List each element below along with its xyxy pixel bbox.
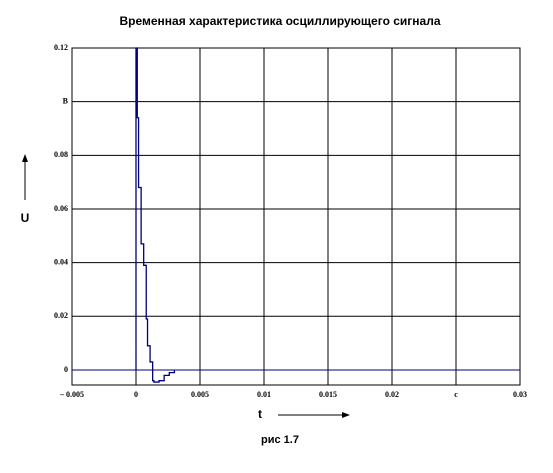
x-tick-label: 0 bbox=[134, 390, 138, 399]
y-tick-label: 0 bbox=[64, 365, 68, 374]
x-tick-label: 0.015 bbox=[319, 390, 337, 399]
signal-line bbox=[135, 47, 176, 383]
x-tick-label: – 0.005 bbox=[59, 390, 84, 399]
y-arrowhead bbox=[22, 154, 28, 162]
plot-border bbox=[71, 47, 521, 386]
y-tick-label: 0.02 bbox=[54, 311, 68, 320]
x-tick-label: c bbox=[454, 390, 458, 399]
y-tick-label: 0.06 bbox=[54, 204, 68, 213]
x-tick-label: 0.02 bbox=[385, 390, 399, 399]
y-axis-label: U bbox=[21, 211, 30, 225]
x-tick-label: 0.01 bbox=[257, 390, 271, 399]
x-tick-label: 0.005 bbox=[191, 390, 209, 399]
x-tick-label: 0.03 bbox=[513, 390, 527, 399]
y-tick-label: B bbox=[63, 96, 69, 105]
y-tick-label: 0.08 bbox=[54, 150, 68, 159]
y-tick-label: 0.04 bbox=[54, 257, 68, 266]
x-arrowhead bbox=[342, 412, 350, 418]
y-tick-label: 0.12 bbox=[54, 43, 68, 52]
x-axis-label: t bbox=[258, 407, 262, 421]
chart-title: Временная характеристика осциллирующего … bbox=[119, 14, 440, 28]
caption: рис 1.7 bbox=[261, 434, 299, 446]
